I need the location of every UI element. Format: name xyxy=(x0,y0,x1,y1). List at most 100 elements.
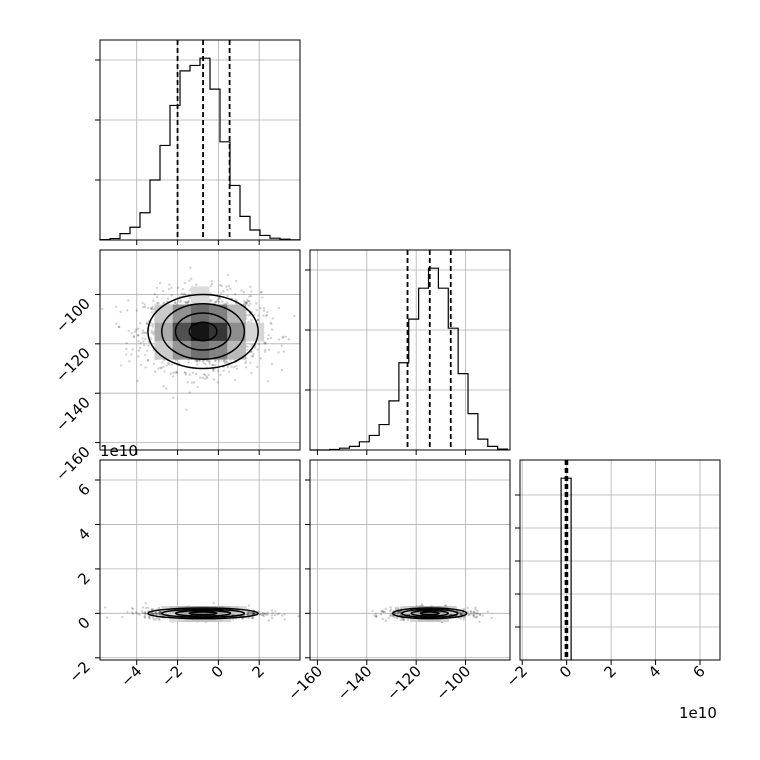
scatter-point xyxy=(260,613,264,617)
scatter-point xyxy=(246,610,249,614)
y-tick-label: −2 xyxy=(65,658,93,686)
axes-frame xyxy=(309,249,511,451)
histogram-step xyxy=(310,267,509,451)
scatter-point xyxy=(151,612,154,615)
scatter-point xyxy=(293,314,296,318)
scatter-point xyxy=(131,612,135,616)
scatter-point xyxy=(175,371,179,374)
scatter-point xyxy=(154,612,157,615)
scatter-point xyxy=(145,322,149,326)
scatter-point xyxy=(256,318,260,322)
scatter-point xyxy=(172,371,175,374)
scatter-point xyxy=(202,361,205,365)
scatter-point xyxy=(136,379,139,383)
scatter-point xyxy=(93,327,95,329)
scatter-point xyxy=(144,337,147,341)
scatter-point xyxy=(259,613,262,616)
scatter-point xyxy=(143,303,146,306)
scatter-point xyxy=(256,365,259,369)
scatter-point xyxy=(486,610,489,613)
scatter-point xyxy=(270,609,274,612)
scatter-point xyxy=(150,608,154,611)
panel-var1 xyxy=(95,39,301,245)
scatter-point xyxy=(214,359,217,363)
scatter-point xyxy=(219,283,222,287)
scatter-point xyxy=(121,615,124,619)
scatter-point xyxy=(459,617,463,620)
scatter-point xyxy=(472,610,475,614)
scatter-point xyxy=(195,359,199,363)
scatter-point xyxy=(252,612,255,616)
x-tick-label: 0 xyxy=(208,662,227,681)
scatter-point xyxy=(153,611,157,615)
scatter-point xyxy=(388,614,392,618)
scatter-point xyxy=(249,285,252,289)
scatter-point xyxy=(167,288,171,291)
scatter-point xyxy=(143,616,147,620)
scatter-point xyxy=(150,329,154,332)
scatter-point xyxy=(262,309,266,312)
scatter-point xyxy=(250,350,253,354)
scatter-point xyxy=(136,334,140,337)
scatter-point xyxy=(253,346,257,349)
scatter-point xyxy=(252,612,255,616)
histogram-step xyxy=(99,57,301,241)
scatter-point xyxy=(392,615,395,618)
scatter-point xyxy=(234,279,238,283)
scatter-point xyxy=(263,612,267,616)
scatter-point xyxy=(139,363,143,367)
axes-frame xyxy=(99,39,301,241)
scatter-point xyxy=(155,616,159,620)
x-offset-label: 1e10 xyxy=(679,704,717,722)
scatter-point xyxy=(244,360,247,363)
scatter-point xyxy=(220,300,224,303)
scatter-point xyxy=(201,359,204,363)
scatter-point xyxy=(250,343,253,347)
scatter-point xyxy=(248,295,251,298)
scatter-point xyxy=(146,359,150,362)
scatter-point xyxy=(475,612,478,616)
density-cell xyxy=(245,322,265,342)
scatter-point xyxy=(152,299,155,302)
scatter-point xyxy=(187,361,190,364)
scatter-point xyxy=(247,320,250,324)
scatter-point xyxy=(101,307,104,311)
scatter-point xyxy=(187,299,191,302)
scatter-point xyxy=(151,323,155,326)
scatter-point xyxy=(258,613,262,616)
scatter-point xyxy=(247,314,250,317)
scatter-point xyxy=(248,611,251,614)
scatter-point xyxy=(250,355,254,358)
scatter-point xyxy=(379,612,383,616)
scatter-point xyxy=(174,301,177,305)
density-cell xyxy=(190,322,210,342)
scatter-point xyxy=(158,612,161,616)
scatter-point xyxy=(387,616,391,620)
scatter-point xyxy=(383,610,386,614)
contour-line xyxy=(174,609,232,617)
scatter-point xyxy=(141,606,145,609)
scatter-point xyxy=(155,295,159,299)
scatter-point xyxy=(282,350,286,353)
axes-frame xyxy=(99,459,301,661)
scatter-point xyxy=(399,618,403,622)
scatter-point xyxy=(479,613,482,616)
scatter-point xyxy=(475,616,478,619)
scatter-point xyxy=(141,301,144,305)
scatter-point xyxy=(262,615,266,618)
scatter-point xyxy=(227,285,231,288)
scatter-point xyxy=(467,613,471,617)
scatter-point xyxy=(250,318,253,322)
scatter-point xyxy=(222,369,225,372)
scatter-point xyxy=(126,610,129,614)
scatter-point xyxy=(132,336,136,339)
scatter-point xyxy=(145,322,149,325)
scatter-point xyxy=(195,360,199,363)
scatter-point xyxy=(184,373,188,376)
contour-line xyxy=(419,611,440,616)
scatter-point xyxy=(472,613,475,617)
scatter-point xyxy=(189,289,192,292)
scatter-point xyxy=(203,373,207,377)
scatter-point xyxy=(158,610,161,614)
